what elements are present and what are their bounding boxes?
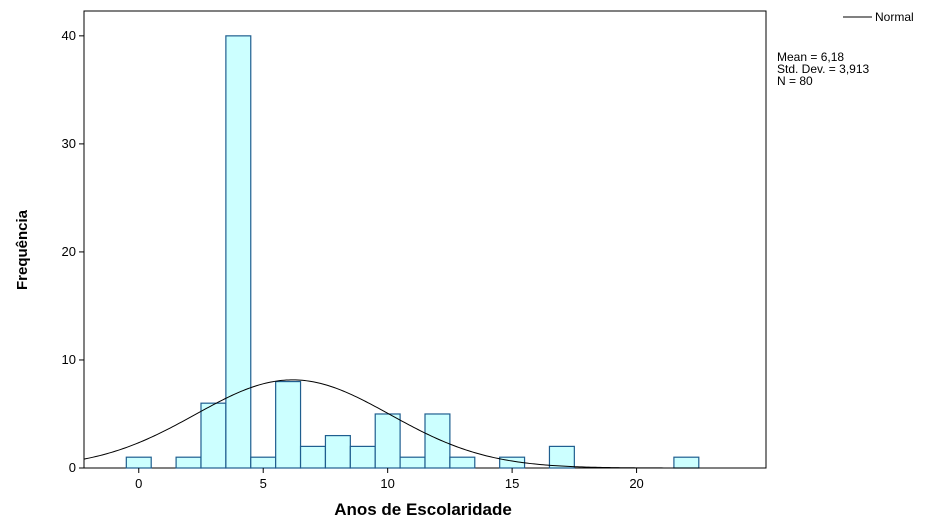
x-axis-title: Anos de Escolaridade bbox=[334, 500, 512, 519]
histogram-bar bbox=[225, 35, 252, 469]
histogram-bar bbox=[175, 456, 202, 469]
x-tick-label: 10 bbox=[380, 476, 394, 491]
histogram-bar bbox=[200, 402, 227, 469]
y-tick-label: 10 bbox=[62, 352, 76, 367]
y-tick-label: 30 bbox=[62, 136, 76, 151]
histogram-bar bbox=[673, 456, 700, 469]
histogram-bar bbox=[449, 456, 476, 469]
histogram-bar bbox=[349, 445, 376, 469]
x-tick-label: 20 bbox=[629, 476, 643, 491]
x-tick-label: 0 bbox=[135, 476, 142, 491]
normal-curve bbox=[83, 379, 766, 469]
x-axis: 0 5 10 15 20 bbox=[135, 468, 644, 491]
legend-normal-label: Normal bbox=[875, 10, 914, 24]
x-tick-label: 15 bbox=[505, 476, 519, 491]
histogram-bar bbox=[299, 445, 327, 469]
legend: Normal bbox=[843, 10, 914, 24]
y-tick-label: 0 bbox=[69, 460, 76, 475]
histogram-bar bbox=[125, 456, 152, 469]
y-axis-title: Frequência bbox=[14, 209, 31, 290]
histogram-bar bbox=[374, 413, 401, 469]
histogram-bar bbox=[275, 380, 302, 469]
stats-mean: Mean = 6,18 bbox=[777, 50, 844, 64]
stats-n: N = 80 bbox=[777, 74, 813, 88]
y-tick-label: 40 bbox=[62, 28, 76, 43]
histogram-bar bbox=[324, 434, 351, 469]
histogram-bar bbox=[250, 456, 277, 469]
stats-std-dev: Std. Dev. = 3,913 bbox=[777, 62, 869, 76]
x-tick-label: 5 bbox=[260, 476, 267, 491]
histogram-bar bbox=[399, 456, 426, 469]
y-tick-label: 20 bbox=[62, 244, 76, 259]
stats-box: Mean = 6,18 Std. Dev. = 3,913 N = 80 bbox=[777, 50, 869, 88]
histogram-bar bbox=[548, 445, 575, 469]
y-axis: 0 10 20 30 40 bbox=[62, 28, 84, 475]
histogram-bar bbox=[424, 413, 451, 469]
plot-area bbox=[83, 10, 767, 469]
